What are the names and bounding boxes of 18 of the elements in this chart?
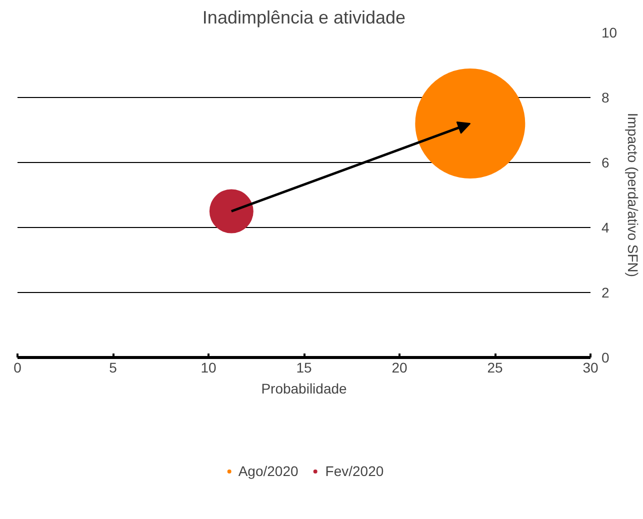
x-tick-label: 15	[296, 360, 312, 376]
x-tick-label: 10	[200, 360, 216, 376]
y-tick-label: 8	[602, 90, 610, 106]
x-tick-label: 5	[109, 360, 118, 376]
x-tick-label: 0	[14, 360, 22, 376]
chart-title: Inadimplência e atividade	[202, 8, 406, 28]
x-tick-label: 25	[487, 360, 503, 376]
legend-label: Ago/2020	[238, 462, 298, 479]
x-tick-label: 20	[392, 360, 408, 376]
x-tick-label: 30	[582, 360, 598, 376]
y-axis-title: Impacto (perda/ativo SFN)	[625, 112, 642, 278]
x-axis-title: Probabilidade	[261, 380, 348, 396]
y-tick-label: 4	[602, 220, 610, 236]
y-tick-label: 0	[602, 350, 610, 366]
legend-label: Fev/2020	[325, 462, 384, 479]
y-tick-label: 6	[602, 154, 610, 170]
y-tick-label: 2	[602, 284, 610, 300]
y-tick-label: 10	[602, 24, 618, 40]
